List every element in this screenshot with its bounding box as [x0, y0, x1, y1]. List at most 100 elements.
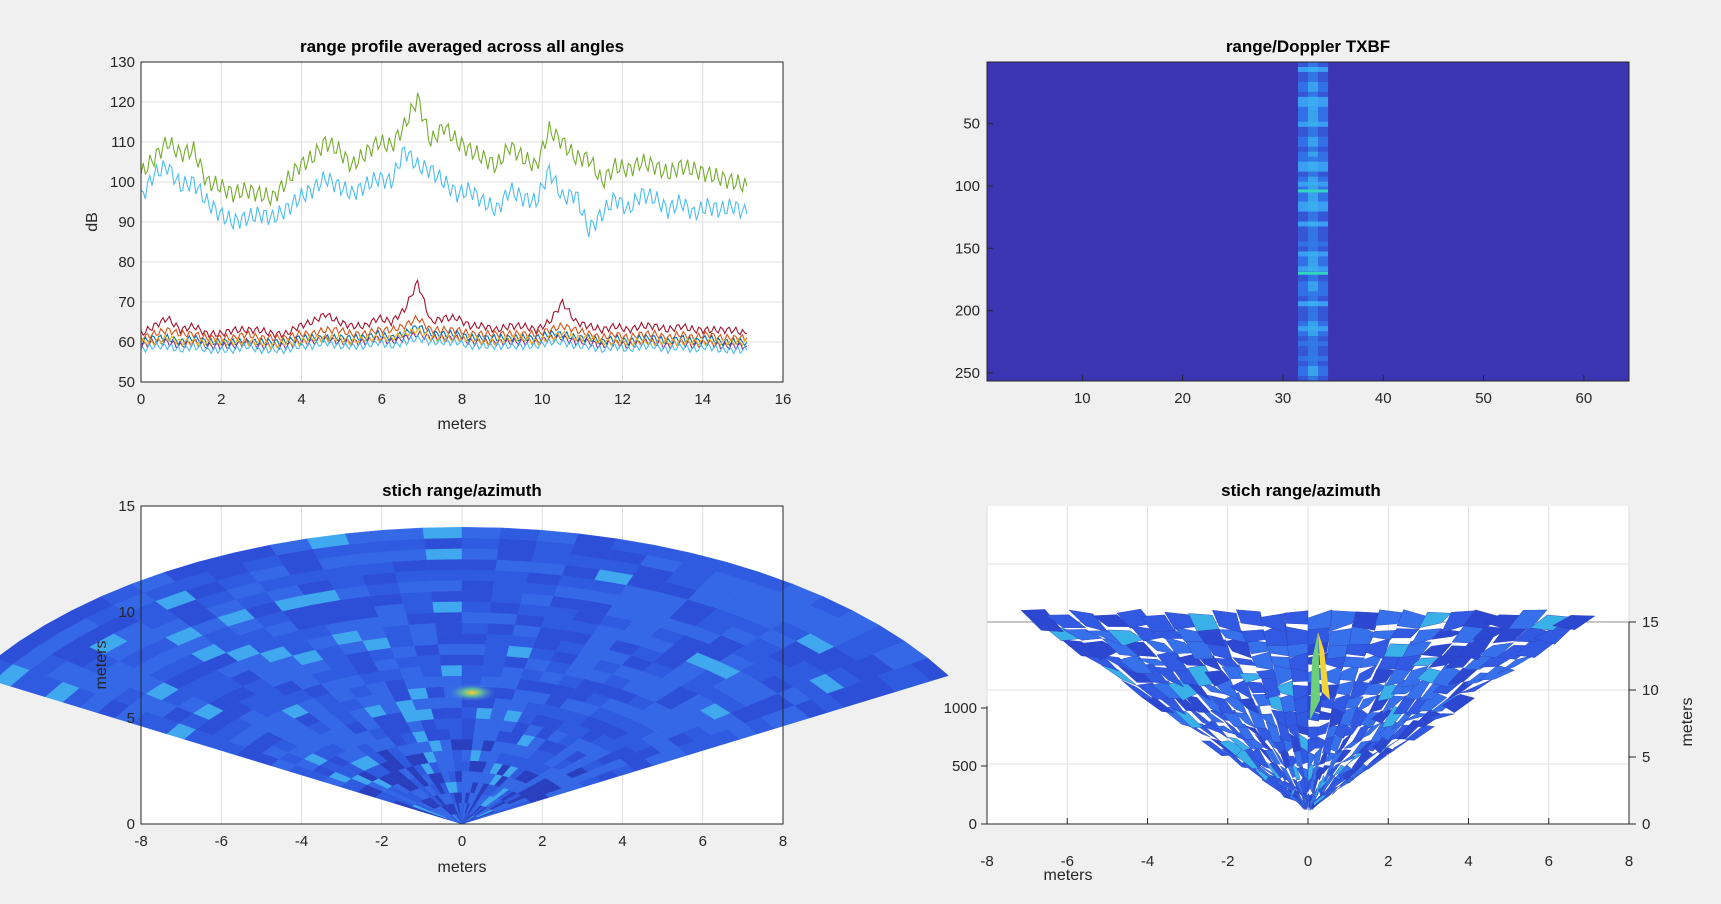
- surface-facet: [1283, 610, 1309, 625]
- sector-y-tick-label: 15: [118, 498, 135, 515]
- surface-facet: [1404, 724, 1435, 741]
- doppler-heatmap-y-ticks: 50 100 150 200 250: [955, 116, 993, 382]
- doppler-heatmap-x-tick-label: 40: [1375, 390, 1392, 407]
- sector-cell: [447, 717, 463, 730]
- sector-x-tick-label: -6: [215, 833, 228, 850]
- sector-cell: [461, 707, 478, 719]
- surface-facet: [1116, 608, 1153, 629]
- doppler-heatmap-cell: [1308, 201, 1319, 208]
- surface-facet: [1101, 665, 1138, 686]
- doppler-heatmap: 10 20 30 40 50 60 50 100 150 200 250 range/Dopple…: [955, 37, 1630, 407]
- sector-cell: [425, 548, 463, 560]
- surface-facet: [1214, 678, 1239, 700]
- surface-facet: [1552, 615, 1596, 631]
- doppler-heatmap-cell: [1308, 96, 1319, 103]
- doppler-heatmap-cell: [1308, 371, 1319, 377]
- surface-z-tick-label: 0: [969, 816, 977, 833]
- doppler-heatmap-cell: [1308, 101, 1319, 108]
- line-chart-x-tick-label: 8: [458, 391, 466, 408]
- sector-x-tick-label: -8: [134, 833, 147, 850]
- sector-cell: [428, 696, 447, 709]
- surface-x-label: meters: [1044, 867, 1093, 884]
- sector-cell: [453, 760, 463, 772]
- sector-cell: [429, 579, 463, 592]
- line-chart-title: range profile averaged across all angles: [300, 37, 624, 56]
- doppler-heatmap-cell: [1308, 261, 1319, 267]
- doppler-heatmap-cell: [1308, 156, 1319, 163]
- doppler-heatmap-cell: [1308, 206, 1319, 213]
- range-azimuth-sector: -8 -6 -4 -2 0 2 4 6 8 0 5 10 15 stich range/azimuth…: [0, 481, 949, 876]
- sector-y-tick-label: 10: [118, 604, 135, 621]
- doppler-heatmap-y-tick-label: 100: [955, 178, 980, 195]
- surface-x-tick-label: 4: [1464, 853, 1472, 870]
- surface-facet: [1264, 748, 1281, 765]
- surface-facet: [1316, 721, 1330, 736]
- sector-cell: [397, 580, 432, 594]
- surface-mesh: [1020, 608, 1596, 811]
- doppler-heatmap-cell: [1308, 236, 1319, 242]
- surface-facet: [1218, 629, 1247, 643]
- surface-x-tick-label: -2: [1221, 853, 1234, 870]
- doppler-heatmap-cell: [1308, 306, 1319, 312]
- surface-facet: [1174, 626, 1206, 642]
- surface-facet: [1122, 641, 1158, 658]
- surface-peak: [1310, 632, 1320, 720]
- sector-y-label: meters: [93, 641, 110, 690]
- surface-facet: [1265, 721, 1282, 743]
- surface-facet: [1244, 725, 1264, 742]
- sector-cell: [451, 749, 463, 761]
- doppler-heatmap-cell: [1308, 366, 1319, 372]
- doppler-heatmap-y-tick-label: 150: [955, 240, 980, 257]
- sector-cell: [431, 707, 449, 720]
- surface-facet: [1233, 723, 1256, 740]
- sector-cell: [400, 591, 433, 604]
- line-chart-series-4: [140, 325, 748, 348]
- doppler-heatmap-cell: [1308, 301, 1319, 307]
- doppler-heatmap-cell: [1308, 351, 1319, 357]
- doppler-heatmap-cell: [1308, 121, 1319, 128]
- surface-facet: [1164, 611, 1198, 630]
- sector-cell: [461, 728, 475, 740]
- sector-y-ticks: 0 5 10 15: [118, 498, 135, 833]
- surface-facet: [1420, 643, 1453, 658]
- sector-cell: [461, 622, 489, 634]
- surface-y-tick-label: 5: [1642, 749, 1650, 766]
- surface-z-tick-label: 1000: [944, 700, 977, 717]
- doppler-heatmap-cell: [1308, 276, 1319, 282]
- doppler-heatmap-y-tick-label: 50: [963, 116, 980, 133]
- doppler-heatmap-cell: [1308, 266, 1319, 272]
- line-chart-series-3: [140, 314, 748, 343]
- surface-facet: [1271, 746, 1287, 768]
- line-chart-y-tick-label: 120: [110, 94, 135, 111]
- doppler-heatmap-cell: [1308, 281, 1319, 287]
- surface-y-tick-label: 0: [1642, 816, 1650, 833]
- sector-cell: [461, 558, 498, 571]
- line-chart-y-label: dB: [84, 212, 101, 232]
- sector-cell: [417, 654, 442, 667]
- line-chart-x-tick-label: 14: [694, 391, 711, 408]
- doppler-heatmap-cell: [1308, 62, 1319, 68]
- surface-facet: [1238, 697, 1260, 714]
- line-chart-series-7: [140, 333, 748, 355]
- doppler-heatmap-x-tick-label: 60: [1576, 390, 1593, 407]
- sector-cell: [428, 569, 463, 582]
- surface-z-ticks: 0 500 1000: [944, 700, 987, 833]
- doppler-heatmap-cell: [1308, 106, 1319, 113]
- doppler-heatmap-cell: [1308, 346, 1319, 352]
- doppler-heatmap-cell: [1308, 141, 1319, 148]
- surface-facet: [1342, 656, 1366, 668]
- doppler-heatmap-cell: [1308, 356, 1319, 362]
- surface-facet: [1410, 628, 1442, 646]
- surface-facet: [1100, 654, 1136, 674]
- line-chart-series-0: [140, 92, 748, 207]
- surface-facet: [1286, 755, 1298, 768]
- doppler-heatmap-y-tick-label: 200: [955, 303, 980, 320]
- surface-x-tick-label: 0: [1304, 853, 1312, 870]
- surface-facet: [1188, 613, 1220, 632]
- sector-cell: [419, 665, 443, 678]
- line-chart: 0 2 4 6 8 10 12 14 16 50 60 70 80 90 100 110 120 130 ran…: [84, 37, 791, 433]
- sector-cell: [461, 611, 491, 624]
- doppler-heatmap-cell: [1308, 166, 1319, 173]
- sector-title: stich range/azimuth: [382, 481, 542, 500]
- surface-facet: [1234, 712, 1256, 729]
